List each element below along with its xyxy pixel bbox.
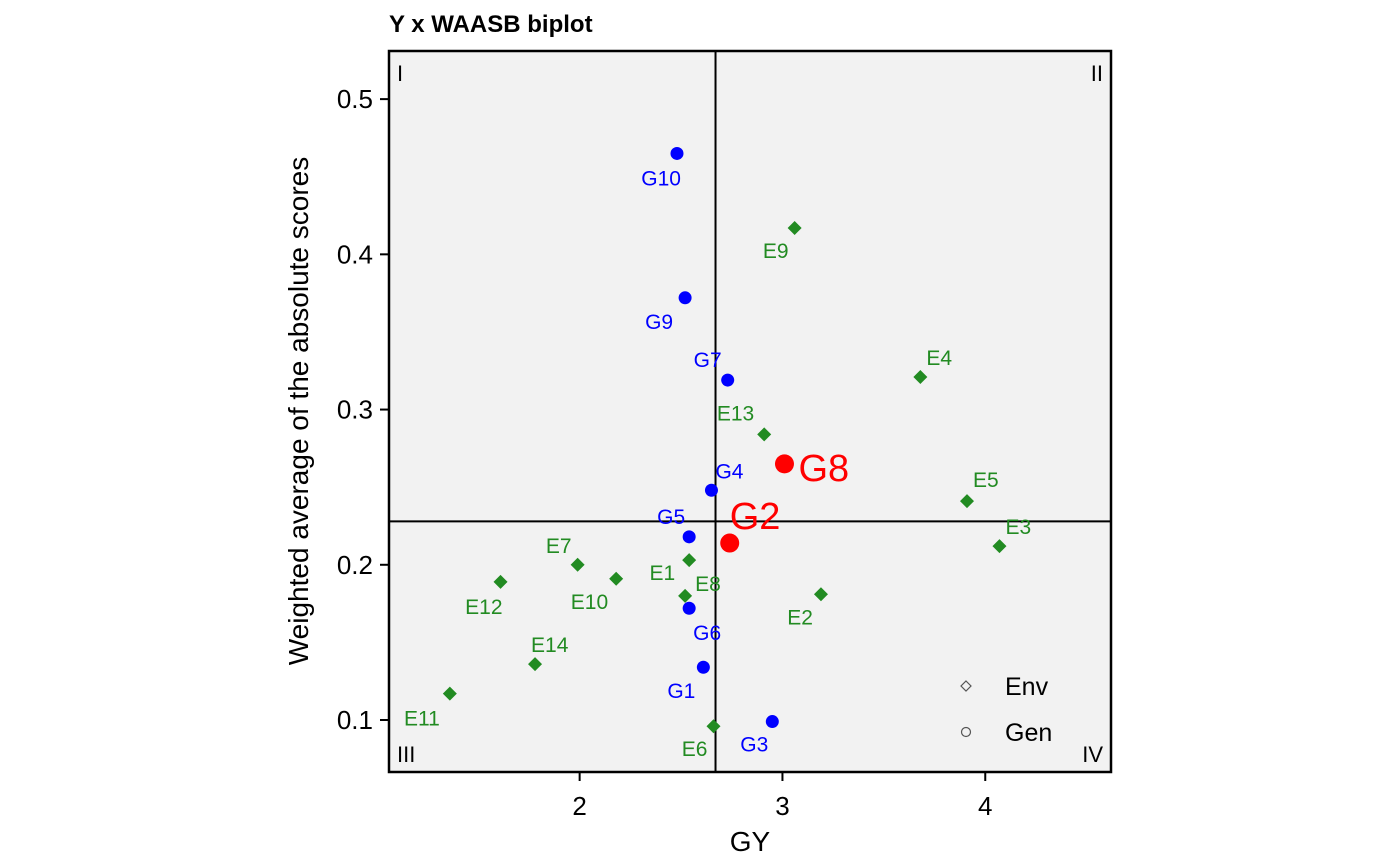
point-label-e11: E11 (404, 708, 440, 731)
gen-point-g3 (765, 715, 779, 729)
env-point-e5 (960, 494, 975, 509)
legend-diamond-icon (960, 680, 972, 692)
quadrant-label-iv: IV (1082, 742, 1103, 767)
plot-panel (389, 51, 1111, 772)
x-tick-label: 4 (978, 791, 992, 821)
env-point-e10 (609, 571, 624, 586)
env-point-e7 (570, 557, 585, 572)
reference-lines (389, 51, 1111, 772)
legend-label-env: Env (1005, 673, 1049, 701)
env-point-e3 (992, 539, 1007, 554)
env-point-e11 (442, 686, 457, 701)
y-axis-ticks: 0.1 0.2 0.3 0.4 0.5 (337, 84, 389, 735)
point-label-g4: G4 (715, 460, 743, 483)
gen-point-g1 (696, 660, 710, 674)
x-tick-label: 3 (775, 791, 789, 821)
point-label-e7: E7 (546, 535, 572, 558)
gen-point-g5 (682, 530, 696, 544)
point-labels: E1 E2 E3 E4 E5 E6 E7 E8 E9 E10 E11 E12 E13 E14 G1 G3 G4 G… (404, 167, 1031, 761)
env-point-e14 (528, 657, 543, 672)
point-label-g3: G3 (740, 734, 768, 757)
point-label-g6: G6 (693, 622, 721, 645)
point-label-g2: G2 (730, 496, 781, 538)
gen-point-g4 (704, 483, 718, 497)
point-label-e9: E9 (763, 240, 789, 263)
quadrant-label-i: I (397, 61, 403, 86)
y-tick-label: 0.5 (337, 84, 373, 114)
point-label-e8: E8 (695, 573, 721, 596)
point-label-g1: G1 (667, 680, 695, 703)
point-label-e1: E1 (649, 562, 675, 585)
x-axis-ticks: 2 3 4 (572, 772, 992, 821)
point-label-g10: G10 (641, 167, 681, 190)
y-tick-label: 0.4 (337, 239, 373, 269)
env-point-e2 (813, 587, 828, 602)
env-point-e1 (682, 553, 697, 568)
env-point-e13 (757, 427, 772, 442)
gen-point-g9 (678, 291, 692, 305)
x-tick-label: 2 (572, 791, 586, 821)
quadrant-label-ii: II (1091, 61, 1103, 86)
point-label-e12: E12 (465, 596, 502, 619)
highlight-gen-point-g8 (774, 454, 794, 474)
legend-label-gen: Gen (1005, 719, 1052, 747)
point-label-e13: E13 (717, 402, 754, 425)
quadrant-label-iii: III (397, 742, 415, 767)
y-tick-label: 0.3 (337, 395, 373, 425)
point-label-g7: G7 (694, 349, 722, 372)
y-tick-label: 0.2 (337, 550, 373, 580)
point-label-e14: E14 (531, 634, 569, 657)
point-label-e4: E4 (926, 347, 952, 370)
point-label-g5: G5 (657, 506, 685, 529)
point-label-e6: E6 (682, 738, 708, 761)
gen-point-g7 (721, 373, 735, 387)
point-label-g8: G8 (798, 448, 849, 490)
point-label-e10: E10 (571, 591, 608, 614)
gen-point-g6 (682, 601, 696, 615)
point-label-e2: E2 (787, 606, 813, 629)
y-axis-label: Weighted average of the absolute scores (283, 157, 314, 665)
legend-circle-icon (960, 726, 972, 738)
point-label-e5: E5 (973, 469, 999, 492)
env-point-e6 (706, 719, 721, 734)
point-label-g9: G9 (645, 311, 673, 334)
chart-title: Y x WAASB biplot (389, 11, 593, 38)
plot-border (387, 49, 1113, 774)
data-points (442, 146, 1007, 734)
point-label-e3: E3 (1005, 516, 1031, 539)
legend: Env Gen (960, 673, 1052, 747)
env-point-e4 (913, 369, 928, 384)
env-point-e9 (787, 220, 802, 235)
env-point-e12 (493, 574, 508, 589)
env-point-e8 (678, 588, 693, 603)
x-axis-label: GY (730, 826, 771, 857)
y-tick-label: 0.1 (337, 705, 373, 735)
gen-point-g10 (670, 146, 684, 160)
highlight-gen-point-g2 (720, 533, 740, 553)
